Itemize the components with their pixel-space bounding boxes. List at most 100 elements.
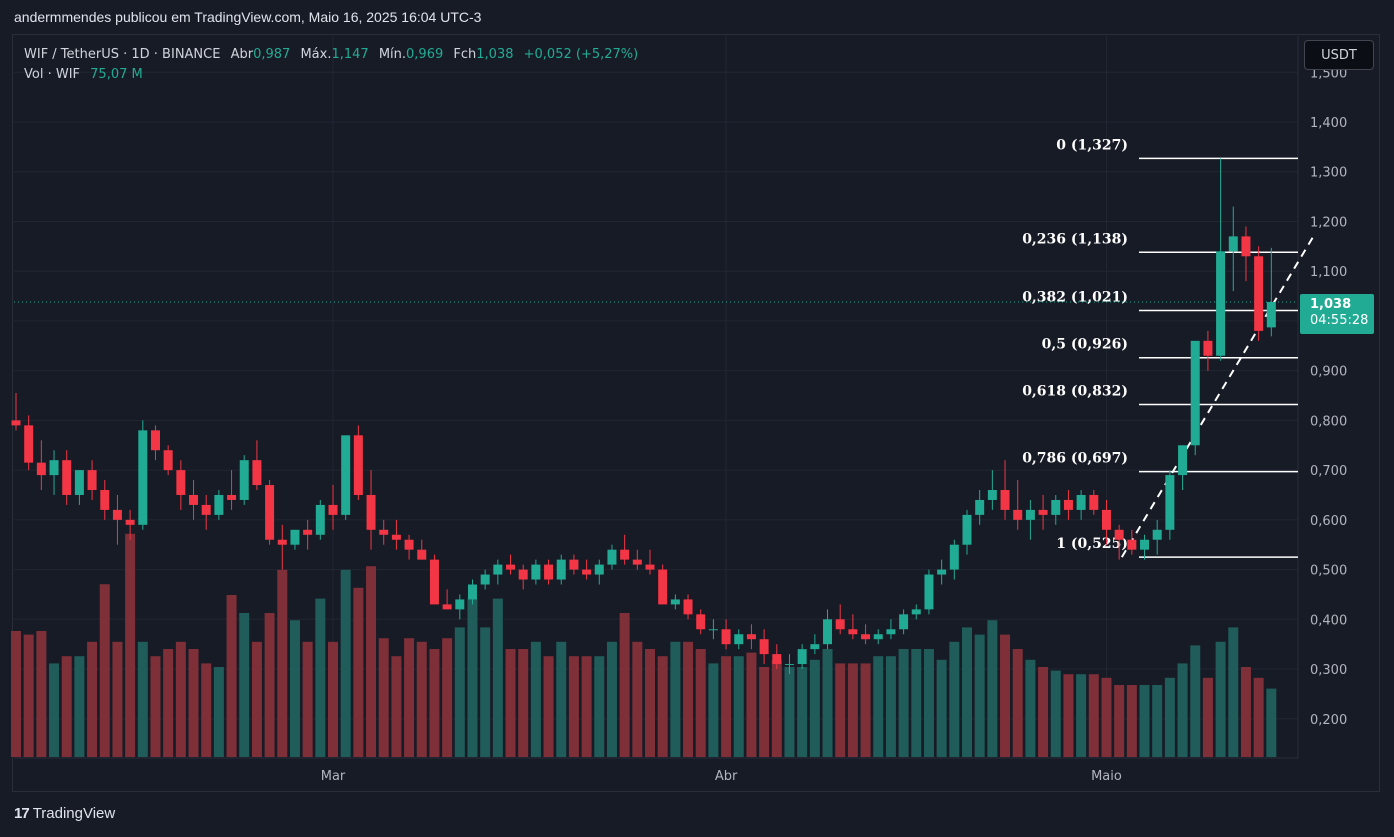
volume-bar [1164,677,1175,757]
legend-close-value: 1,038 [476,47,514,62]
volume-bar [150,656,161,757]
candle-body [315,504,325,535]
volume-bar [518,649,529,757]
volume-bar [670,641,681,757]
currency-button[interactable]: USDT [1304,40,1374,70]
volume-bar [1139,685,1150,757]
legend-open-label: Abr [230,47,254,62]
candle-body [150,430,160,451]
candle-body [11,420,21,426]
legend-change: +0,052 (+5,27%) [523,47,639,62]
y-tick-label: 0,800 [1310,414,1347,429]
x-tick-label: Maio [1091,769,1122,784]
fib-level-label: 0,382 (1,021) [1022,289,1128,305]
fib-trend-line [1120,234,1315,558]
candle-body [734,634,744,645]
candle-body [1051,499,1061,515]
volume-bar [416,641,427,757]
tradingview-logo-icon: 17 [14,805,30,822]
volume-bar [759,667,770,757]
volume-bar [619,613,630,757]
candle-body [886,629,896,635]
candle-body [1254,256,1264,331]
candle-body [810,644,820,650]
volume-bar [125,533,136,757]
volume-bar [1063,674,1074,757]
volume-bar [860,663,871,757]
candle-body [556,559,566,580]
y-tick-label: 1,400 [1310,116,1347,131]
candle-body [214,494,224,515]
candle-body [823,619,833,645]
publisher-caption: andermmendes publicou em TradingView.com… [14,9,482,25]
volume-bar [137,641,148,757]
candle-body [366,494,376,530]
fib-level-label: 0 (1,327) [1056,137,1128,153]
candle-body [1038,509,1048,515]
volume-bar [695,649,706,757]
bar-countdown: 04:55:28 [1310,313,1369,328]
candle-body [290,529,300,545]
candle-body [1266,302,1276,328]
volume-bar [1152,685,1163,757]
candle-body [1013,509,1023,520]
candle-body [1101,509,1111,530]
candle-body [937,569,947,575]
volume-bar [1240,667,1251,757]
y-tick-label: 0,700 [1310,464,1347,479]
volume-bar [1114,685,1125,757]
legend-symbol[interactable]: WIF / TetherUS · 1D · BINANCE [24,47,221,62]
candle-body [1089,494,1099,510]
volume-bar [454,627,465,757]
volume-bar [112,641,123,757]
candle-body [962,514,972,545]
legend-volume-label[interactable]: Vol · WIF [24,67,81,82]
volume-bar [1088,674,1099,757]
volume-bar [163,649,174,757]
candle-body [670,599,680,605]
volume-bar [201,663,212,757]
candle-body [341,435,351,515]
y-tick-label: 1,500 [1310,66,1347,81]
candle-body [506,564,516,570]
volume-bar [771,659,782,757]
legend-high-label: Máx. [300,47,332,62]
volume-bar [645,649,655,757]
candle-body [404,539,414,550]
legend-open-value: 0,987 [253,47,291,62]
x-tick-label: Abr [715,769,738,784]
volume-bar [277,569,288,757]
volume-bar [1177,663,1188,757]
candle-body [620,549,630,560]
volume-bar [175,641,186,757]
candle-body [1228,236,1238,252]
last-price-value: 1,038 [1310,297,1352,312]
candle-body [100,490,110,510]
candle-body [1114,529,1124,540]
volume-bar [289,620,300,757]
candle-body [696,614,706,630]
candle-body [303,529,313,535]
tradingview-logo[interactable]: 17 TradingView [14,805,115,822]
candle-body [1140,539,1150,550]
fib-level-label: 0,5 (0,926) [1042,337,1128,353]
volume-bar [923,649,934,757]
legend-volume-value: 75,07 M [90,67,143,82]
volume-bar [1025,659,1036,757]
candle-body [239,460,249,500]
candle-body [987,490,997,500]
candle-body [201,504,211,515]
candle-body [328,504,338,515]
y-tick-label: 0,600 [1310,514,1347,529]
candle-body [1076,494,1086,510]
candle-body [1241,236,1251,257]
volume-bar [632,641,643,757]
candle-body [949,544,959,570]
volume-bar [847,663,858,757]
volume-bar [61,656,72,757]
volume-bar [213,667,224,757]
volume-bar [581,656,592,757]
volume-bar [11,631,21,757]
volume-bar [302,641,313,757]
